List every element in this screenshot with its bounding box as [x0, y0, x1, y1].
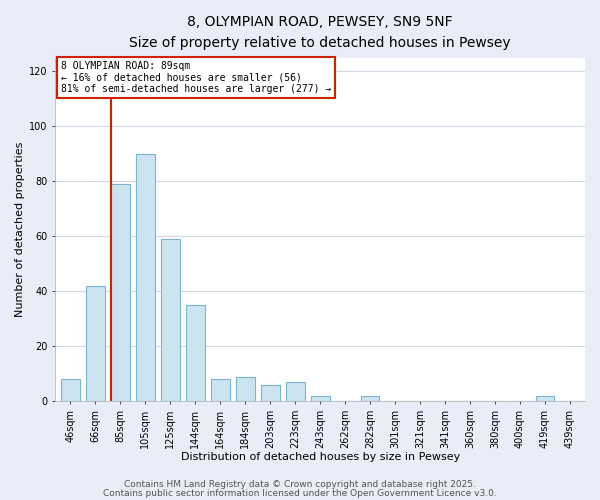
- X-axis label: Distribution of detached houses by size in Pewsey: Distribution of detached houses by size …: [181, 452, 460, 462]
- Bar: [261, 385, 280, 402]
- Bar: [536, 396, 554, 402]
- Text: Contains HM Land Registry data © Crown copyright and database right 2025.: Contains HM Land Registry data © Crown c…: [124, 480, 476, 489]
- Bar: [136, 154, 155, 402]
- Bar: [236, 376, 254, 402]
- Y-axis label: Number of detached properties: Number of detached properties: [15, 142, 25, 317]
- Bar: [111, 184, 130, 402]
- Bar: [61, 380, 80, 402]
- Bar: [161, 239, 179, 402]
- Bar: [186, 305, 205, 402]
- Bar: [211, 380, 230, 402]
- Text: 8 OLYMPIAN ROAD: 89sqm
← 16% of detached houses are smaller (56)
81% of semi-det: 8 OLYMPIAN ROAD: 89sqm ← 16% of detached…: [61, 61, 331, 94]
- Bar: [86, 286, 104, 402]
- Title: 8, OLYMPIAN ROAD, PEWSEY, SN9 5NF
Size of property relative to detached houses i: 8, OLYMPIAN ROAD, PEWSEY, SN9 5NF Size o…: [130, 15, 511, 50]
- Bar: [286, 382, 305, 402]
- Bar: [361, 396, 379, 402]
- Bar: [311, 396, 329, 402]
- Text: Contains public sector information licensed under the Open Government Licence v3: Contains public sector information licen…: [103, 488, 497, 498]
